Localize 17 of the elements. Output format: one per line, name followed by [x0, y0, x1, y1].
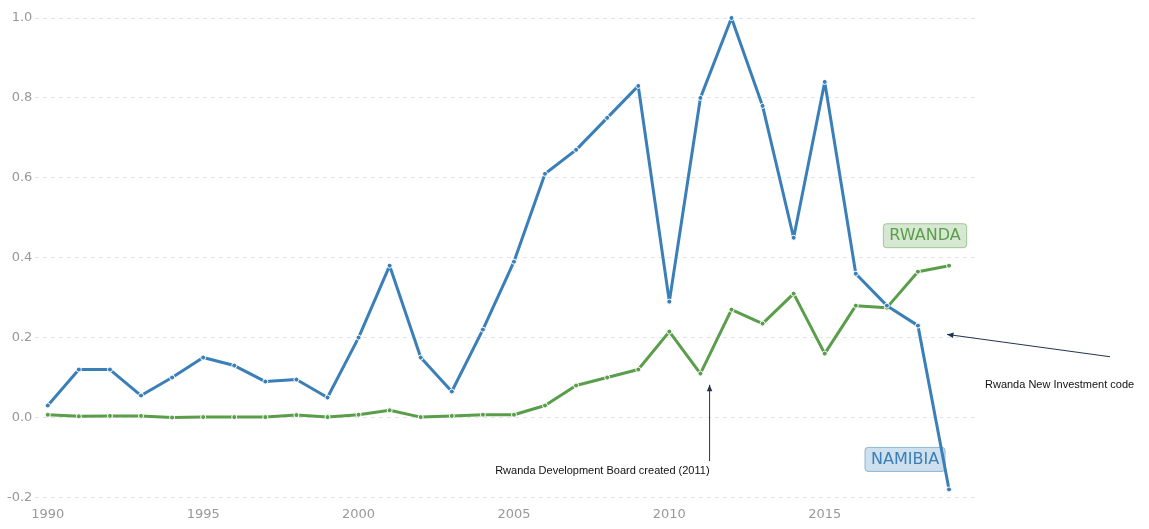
series-label: NAMIBIA	[870, 448, 940, 468]
y-tick-label: 0.2	[11, 328, 33, 344]
x-tick-label: 2005	[497, 505, 531, 521]
y-tick-label: 1.0	[11, 9, 33, 25]
x-tick-label: 2015	[808, 505, 842, 521]
x-tick-label: 1990	[31, 505, 65, 521]
series-label: RWANDA	[889, 224, 961, 244]
x-tick-label: 1995	[186, 505, 220, 521]
y-tick-label: 0.6	[11, 169, 33, 185]
y-tick-label: -0.2	[6, 488, 33, 504]
x-tick-label: 2000	[342, 505, 376, 521]
y-tick-label: 0.4	[11, 249, 33, 265]
x-tick-label: 2010	[652, 505, 686, 521]
text: Rwanda New Investment code	[985, 377, 1135, 390]
y-tick-label: 0.8	[11, 89, 33, 105]
annotation: Rwanda Development Board created (2011)	[495, 464, 710, 477]
y-tick-label: 0.0	[11, 408, 33, 424]
